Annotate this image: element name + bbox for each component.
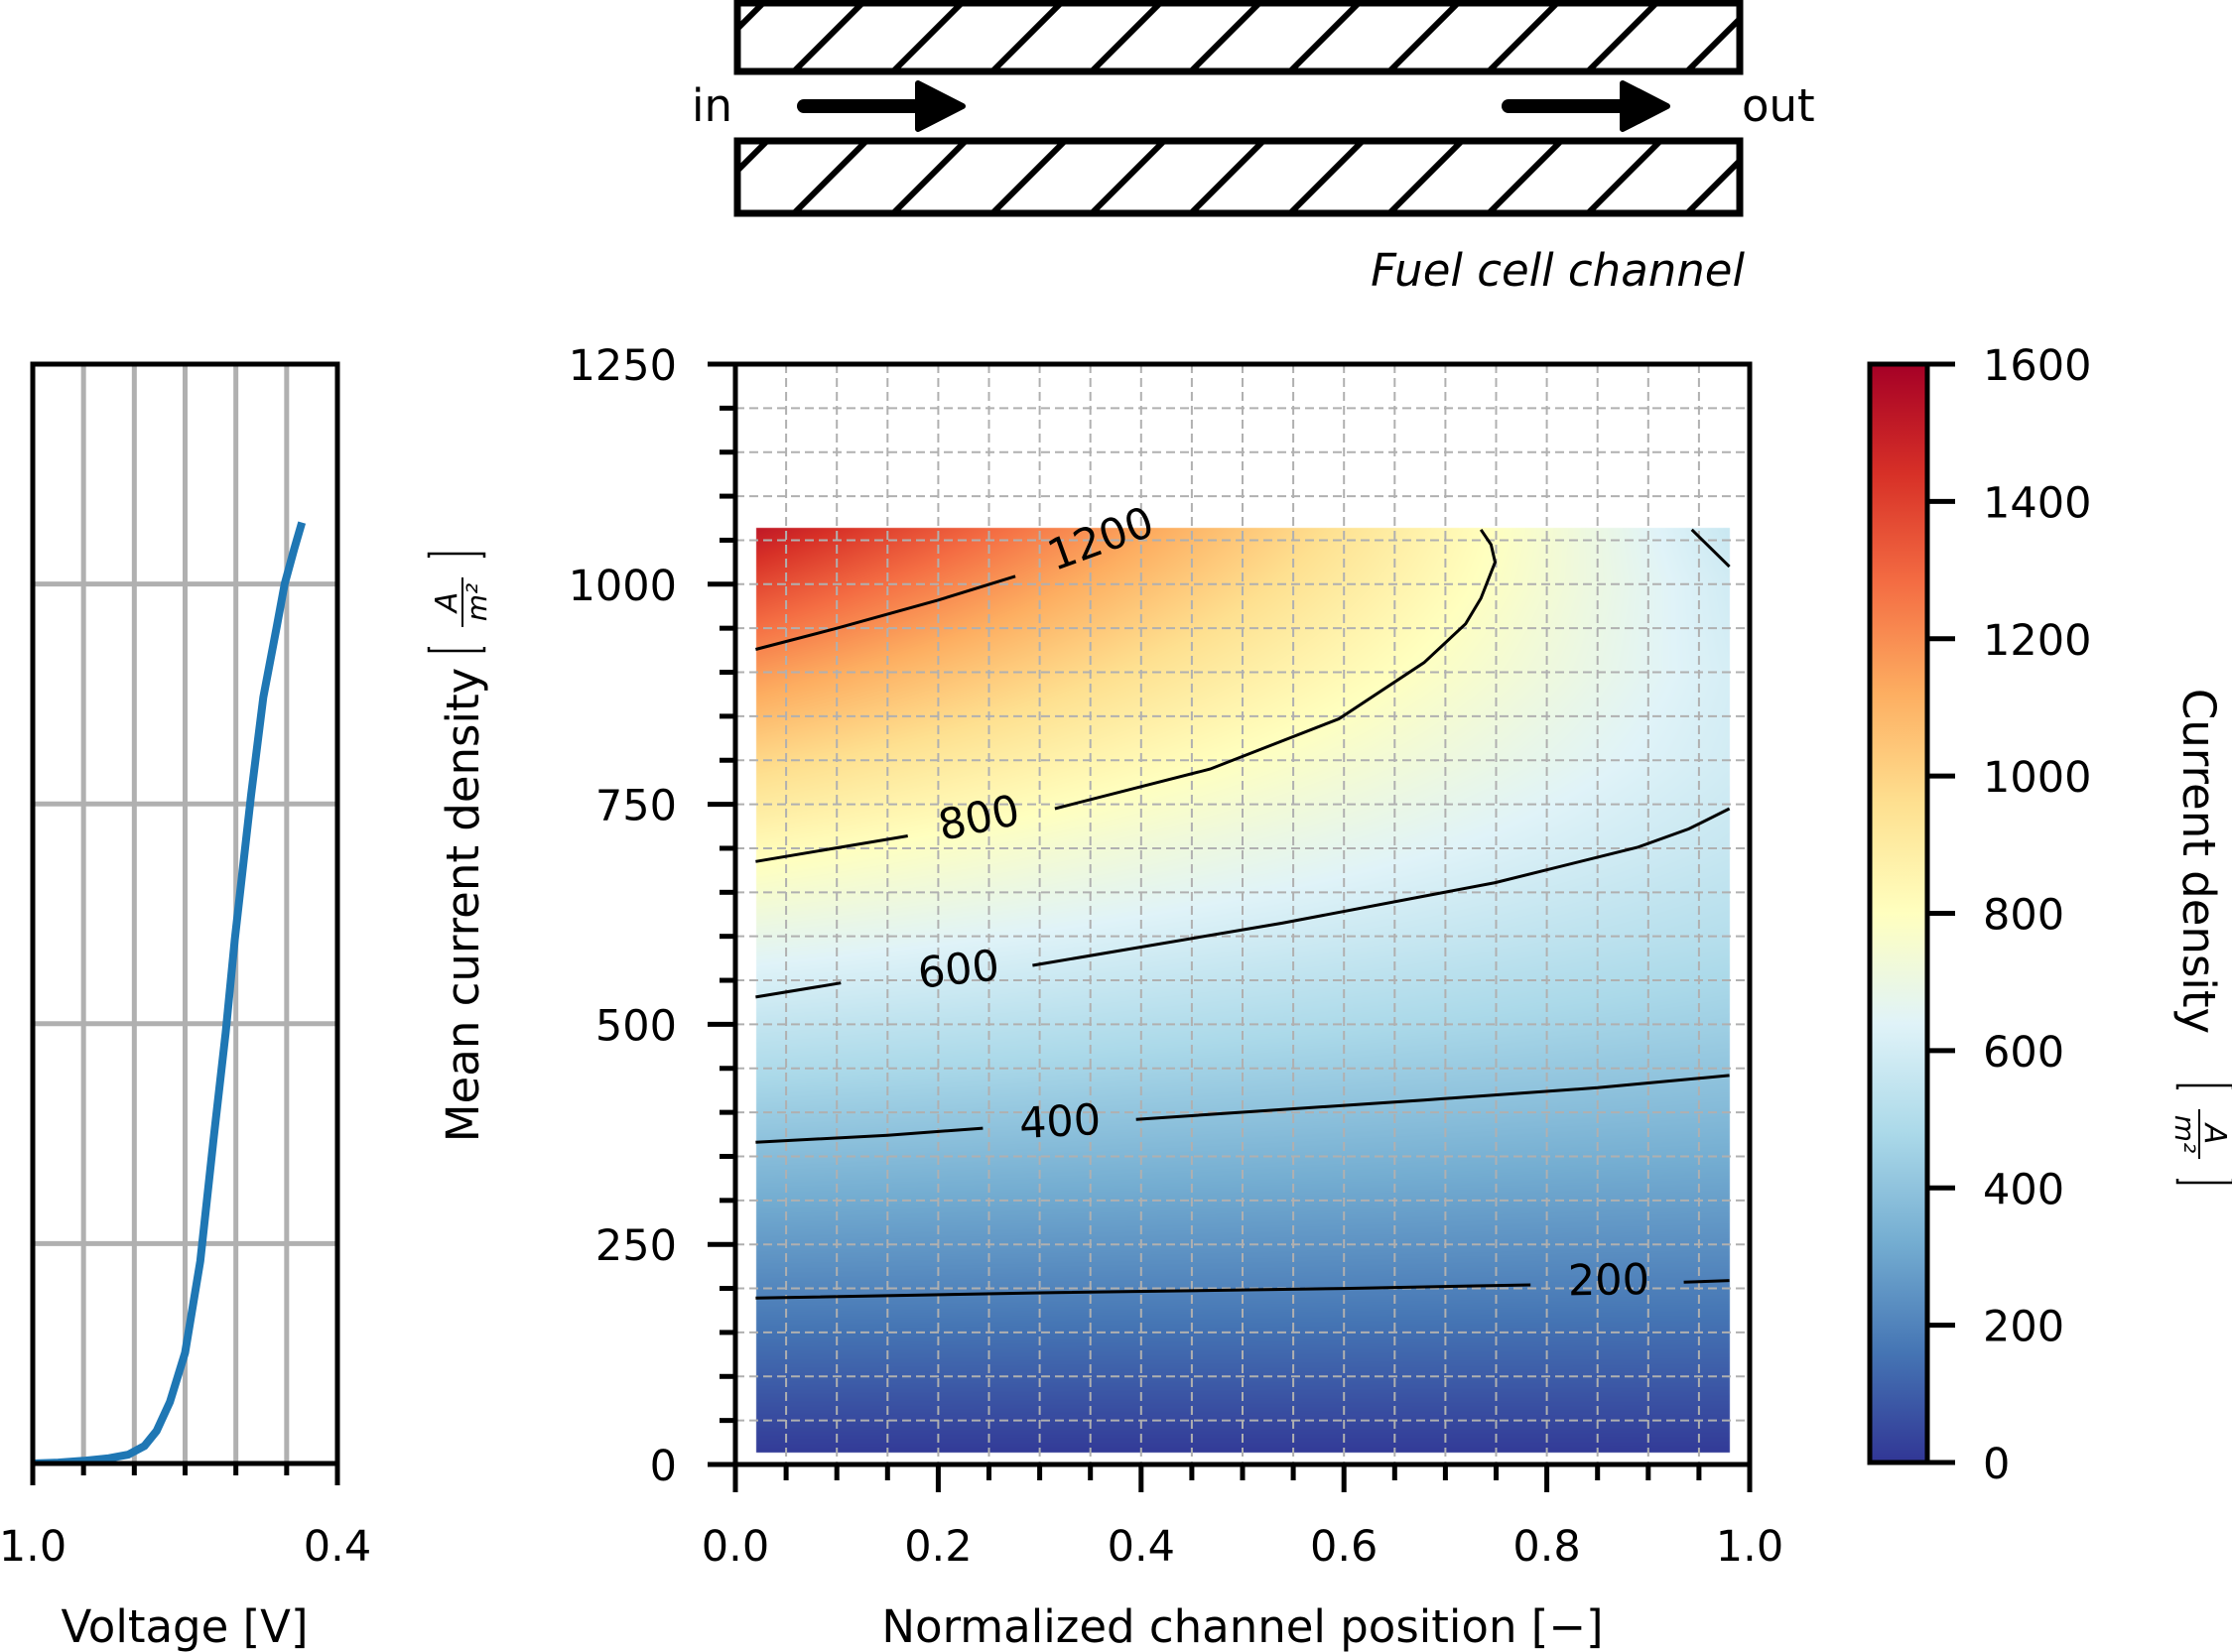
hatch-line [1188,3,1262,71]
hatch-line [1386,141,1465,213]
polarization-curve-line [33,521,307,1463]
contour-line [1054,528,1498,811]
channel-diagram: in out Fuel cell channel [692,0,1815,297]
x-tick-label: 0.2 [904,1522,972,1572]
colorbar-tick-label: 0 [1983,1440,2010,1489]
x-axis-label: Normalized channel position [−] [881,1600,1603,1652]
colorbar-tick-label: 800 [1983,891,2064,941]
x-tick-label: 0.0 [702,1522,769,1572]
hatch-line [1386,3,1461,71]
channel-bottom-wall-hatch [737,141,1740,213]
y-axis-label-text: Mean current density [437,668,489,1143]
colorbar-tick-label: 1000 [1983,753,2091,803]
polarization-x-ticks [30,1463,340,1485]
hatch-line [737,3,766,34]
y-tick-label: 0 [650,1442,677,1491]
contour-line [755,1126,984,1144]
colorbar-tick-label: 400 [1983,1165,2064,1214]
contour-line [1032,807,1731,967]
channel-top-wall [733,0,1744,75]
voltage-tick-label-right: 0.4 [304,1522,371,1572]
hatch-line [1089,3,1163,71]
hatch-line [1188,141,1266,213]
hatch-line [1486,141,1564,213]
y-tick-label: 1000 [569,562,677,611]
colorbar-label: Current density A m² [2168,689,2232,1185]
colorbar-tick-label: 600 [1983,1028,2064,1078]
x-tick-label: 0.8 [1512,1522,1580,1572]
hatch-line [737,141,770,176]
contour-600: 600 [755,528,1731,999]
y-tick-label: 750 [595,782,677,831]
contour-400: 400 [755,1074,1730,1149]
contour-label: 600 [916,941,1002,998]
polarization-grid [33,364,337,1463]
hatch-line [1684,156,1740,213]
heatmap-grid [735,364,1750,1464]
x-tick-label: 0.4 [1108,1522,1175,1572]
hatch-line [989,3,1064,71]
voltage-tick-label-left: 1.0 [0,1522,66,1572]
y-tick-label: 1250 [569,341,677,391]
y-axis-unit-denominator: m² [460,583,493,622]
x-tick-label: 0.6 [1310,1522,1378,1572]
colorbar-tick-label: 1400 [1983,478,2091,528]
y-tick-label: 250 [595,1221,677,1271]
hatch-line [791,3,865,71]
hatch-line [1287,3,1362,71]
colorbar-gradient [1870,364,1927,1462]
inlet-label: in [692,79,732,132]
contour-line [755,834,908,863]
contour-line [1135,1074,1730,1121]
hatch-line [890,3,965,71]
x-tick-label: 1.0 [1716,1522,1783,1572]
hatch-line [791,141,869,213]
y-axis-label: Mean current density A m² [427,552,493,1143]
channel-bottom-wall [733,137,1744,217]
contour-line [1690,528,1731,569]
colorbar-ticks: 0 200 400 600 800 1000 1200 1400 1600 [1927,341,2091,1489]
outlet-arrow-icon [1502,80,1670,132]
y-tick-label: 500 [595,1001,677,1051]
channel-caption: Fuel cell channel [1371,244,1745,297]
contour-label: 200 [1567,1255,1649,1306]
hatch-line [1089,141,1167,213]
y-axis-unit-numerator: A [430,592,464,615]
outlet-label: out [1742,79,1815,132]
hatch-line [1585,141,1663,213]
hatch-line [1684,14,1740,71]
hatch-line [1585,3,1659,71]
contour-200: 200 [755,1255,1730,1306]
colorbar-tick-label: 1600 [1983,341,2091,391]
voltage-axis-label: Voltage [V] [62,1600,309,1652]
channel-top-wall-hatch [737,3,1740,71]
heatmap-ticks: 0.0 0.2 0.4 0.6 0.8 1.0 0 250 500 750 1000 1250 [569,341,1784,1572]
contour-label: 400 [1018,1095,1103,1149]
contour-line [1683,1279,1730,1284]
hatch-line [1287,141,1366,213]
polarization-panel: 1.0 0.4 Voltage [V] [0,361,371,1652]
colorbar-unit-denominator: m² [2168,1115,2201,1154]
hatch-line [890,141,969,213]
colorbar-label-text: Current density [2172,689,2225,1034]
contour-line [755,574,1016,651]
hatch-line [1486,3,1560,71]
colorbar-unit-numerator: A [2197,1122,2232,1145]
colorbar: 0 200 400 600 800 1000 1200 1400 1600 Current de… [1867,341,2232,1489]
inlet-arrow-icon [797,80,966,132]
colorbar-tick-label: 200 [1983,1303,2064,1352]
colorbar-tick-label: 1200 [1983,616,2091,666]
contour-line [755,1283,1531,1300]
contour-line [755,981,842,999]
hatch-line [989,141,1068,213]
